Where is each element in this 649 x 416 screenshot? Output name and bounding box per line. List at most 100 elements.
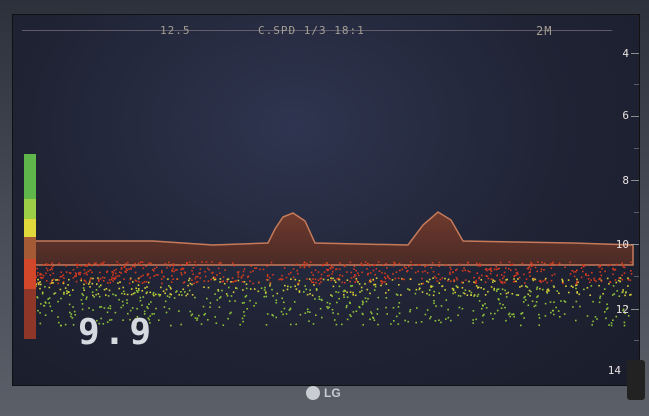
echo-speckle [506, 278, 508, 281]
echo-speckle [452, 292, 454, 295]
echo-speckle [433, 302, 435, 305]
echo-speckle [441, 285, 444, 287]
echo-speckle [146, 273, 149, 275]
echo-speckle [502, 277, 504, 280]
echo-speckle [282, 289, 285, 292]
echo-speckle [235, 287, 237, 289]
echo-speckle [504, 281, 506, 284]
echo-speckle [234, 300, 236, 302]
echo-speckle [424, 270, 426, 272]
echo-speckle [529, 268, 532, 271]
echo-speckle [149, 277, 151, 279]
echo-speckle [235, 279, 237, 282]
echo-speckle [538, 317, 541, 319]
echo-speckle [576, 284, 578, 286]
echo-speckle [118, 298, 120, 301]
echo-speckle [81, 293, 83, 295]
echo-speckle [373, 319, 376, 321]
echo-speckle [486, 269, 488, 272]
echo-speckle [95, 293, 97, 296]
echo-speckle [621, 278, 624, 281]
echo-speckle [598, 278, 600, 281]
echo-speckle [575, 300, 578, 303]
echo-speckle [122, 304, 124, 307]
echo-speckle [452, 288, 455, 290]
echo-speckle [377, 296, 380, 299]
echo-speckle [349, 280, 351, 283]
echo-speckle [275, 301, 278, 304]
echo-speckle [82, 287, 85, 289]
echo-speckle [435, 277, 438, 279]
echo-speckle [361, 312, 364, 315]
echo-speckle [150, 301, 152, 303]
echo-speckle [397, 323, 400, 325]
echo-speckle [188, 289, 191, 292]
depth-tick [631, 309, 639, 310]
echo-speckle [63, 291, 65, 294]
echo-speckle [36, 296, 39, 299]
echo-speckle [168, 261, 170, 264]
echo-speckle [622, 289, 624, 291]
depth-label-6: 6 [622, 109, 629, 122]
echo-speckle [81, 308, 84, 311]
echo-speckle [361, 303, 364, 306]
echo-speckle [511, 293, 514, 295]
echo-speckle [575, 319, 577, 322]
echo-speckle [366, 268, 368, 270]
echo-speckle [39, 322, 42, 325]
echo-speckle [232, 291, 235, 293]
echo-speckle [245, 294, 248, 297]
echo-speckle [438, 319, 440, 321]
echo-speckle [451, 287, 454, 290]
echo-speckle [317, 271, 320, 273]
echo-speckle [366, 288, 369, 291]
echo-speckle [377, 261, 380, 263]
echo-speckle [232, 262, 234, 264]
echo-speckle [121, 292, 123, 295]
echo-speckle [536, 288, 538, 290]
echo-speckle [237, 276, 240, 278]
echo-speckle [404, 319, 406, 322]
echo-speckle [66, 292, 68, 295]
echo-speckle [88, 281, 91, 283]
echo-speckle [312, 278, 314, 280]
echo-speckle [106, 321, 109, 323]
echo-speckle [482, 314, 484, 317]
echo-speckle [533, 305, 536, 308]
echo-speckle [553, 313, 555, 316]
echo-speckle [630, 293, 632, 296]
echo-speckle [167, 278, 169, 280]
echo-speckle [549, 262, 552, 265]
echo-speckle [199, 272, 201, 274]
echo-speckle [553, 301, 555, 303]
sonar-screen [12, 14, 640, 386]
echo-speckle [570, 285, 573, 287]
echo-speckle [352, 291, 354, 294]
echo-speckle [335, 268, 338, 270]
echo-speckle [432, 277, 434, 279]
echo-speckle [369, 272, 372, 274]
echo-speckle [319, 307, 322, 310]
echo-speckle [106, 271, 108, 273]
echo-speckle [38, 283, 40, 286]
echo-speckle [407, 288, 409, 290]
echo-speckle [149, 315, 151, 317]
echo-speckle [40, 277, 43, 279]
echo-speckle [222, 280, 224, 282]
echo-speckle [320, 277, 323, 279]
echo-speckle [103, 277, 106, 279]
echo-speckle [218, 297, 221, 299]
echo-speckle [337, 277, 340, 280]
echo-speckle [391, 279, 394, 281]
echo-speckle [260, 287, 263, 289]
echo-speckle [318, 283, 321, 285]
echo-speckle [362, 324, 364, 326]
echo-speckle [215, 322, 218, 324]
echo-speckle [351, 285, 354, 287]
depth-tick [631, 180, 639, 181]
echo-speckle [421, 277, 423, 280]
lg-logo-icon [306, 386, 320, 400]
echo-speckle [470, 294, 472, 296]
echo-speckle [191, 294, 194, 296]
echo-speckle [272, 274, 274, 276]
